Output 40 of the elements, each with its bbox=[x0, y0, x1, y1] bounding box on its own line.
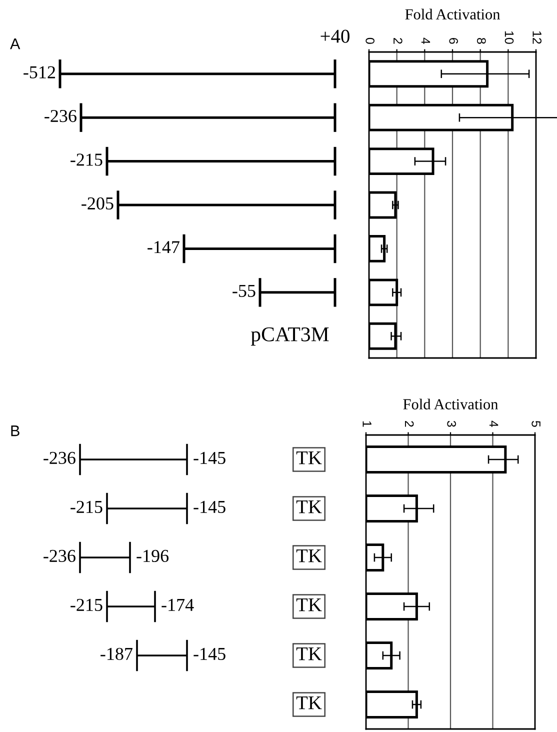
text: -196 bbox=[136, 550, 169, 562]
text: -145 bbox=[194, 648, 226, 660]
x-axis-title: Fold Activation bbox=[403, 398, 498, 410]
text: -512 bbox=[24, 66, 56, 78]
x-tick-label: 4 bbox=[421, 38, 430, 44]
text: -236 bbox=[44, 110, 76, 122]
text: -145 bbox=[194, 452, 226, 464]
x-tick-label: 3 bbox=[447, 420, 456, 427]
x-tick-label: 2 bbox=[394, 38, 402, 44]
x-tick-label: 2 bbox=[405, 421, 414, 427]
x-tick-label: 1 bbox=[362, 421, 372, 427]
text: -147 bbox=[148, 241, 180, 254]
text: -215 bbox=[70, 154, 102, 166]
text: A bbox=[10, 38, 20, 50]
text: -55 bbox=[232, 284, 256, 297]
x-tick-label: 6 bbox=[449, 38, 458, 44]
text: TK bbox=[296, 598, 322, 612]
text: -215 bbox=[70, 500, 102, 514]
text: TK bbox=[296, 451, 322, 464]
x-tick-label: 12 bbox=[532, 31, 542, 44]
x-tick-label: 0 bbox=[366, 38, 374, 44]
x-tick-label: 5 bbox=[532, 420, 540, 427]
text: -215 bbox=[70, 598, 102, 612]
text: +40 bbox=[320, 30, 350, 43]
text: B bbox=[11, 426, 20, 436]
text: -174 bbox=[162, 598, 194, 611]
text: TK bbox=[296, 647, 322, 660]
text: pCAT3M bbox=[250, 327, 329, 346]
x-tick-label: 10 bbox=[504, 31, 514, 44]
text: TK bbox=[296, 696, 322, 710]
x-axis-title: Fold Activation bbox=[405, 8, 500, 20]
x-tick-label: 8 bbox=[476, 38, 486, 44]
text: -236 bbox=[44, 452, 76, 464]
text: TK bbox=[296, 500, 322, 514]
text: -187 bbox=[100, 648, 132, 660]
text: -145 bbox=[194, 500, 226, 514]
text: -236 bbox=[44, 550, 76, 562]
text: -205 bbox=[82, 197, 114, 210]
x-tick-label: 4 bbox=[490, 420, 498, 427]
text: TK bbox=[296, 549, 322, 562]
